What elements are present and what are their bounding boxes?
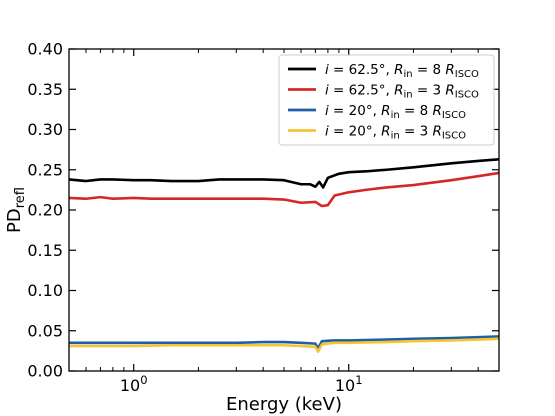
- y-tick-label: 0.20: [27, 201, 63, 220]
- series-layer: [68, 157, 500, 353]
- legend-label-4: i = 20°, Rin = 3 RISCO: [325, 124, 466, 142]
- series-line-4: [69, 337, 500, 353]
- y-tick-label: 0.35: [27, 80, 63, 99]
- legend-label-2: i = 62.5°, Rin = 3 RISCO: [325, 83, 479, 101]
- series-line-3: [69, 335, 500, 350]
- legend-label-3: i = 20°, Rin = 8 RISCO: [325, 103, 466, 121]
- y-tick-label: 0.40: [27, 40, 63, 59]
- y-axis-label: PDrefl: [4, 187, 28, 233]
- y-tick-label: 0.30: [27, 120, 63, 139]
- x-axis-label: Energy (keV): [226, 394, 342, 415]
- y-tick-label: 0.10: [27, 281, 63, 300]
- y-tick-label: 0.25: [27, 160, 63, 179]
- legend-box: [278, 54, 495, 146]
- y-axis-label-sub: refl: [13, 187, 28, 208]
- legend: i = 62.5°, Rin = 8 RISCO i = 62.5°, Rin =…: [278, 54, 495, 146]
- legend-label-1: i = 62.5°, Rin = 8 RISCO: [325, 62, 479, 80]
- x-tick-label: 100: [120, 373, 148, 395]
- series-line-2: [68, 171, 500, 208]
- y-tick-label: 0.15: [27, 241, 63, 260]
- ticks-layer: 0.00 0.05 0.10 0.15 0.20 0.25 0.30 0.35 0.40 100 1…: [27, 40, 500, 395]
- y-tick-label: 0.05: [27, 321, 63, 340]
- x-tick-label: 101: [335, 373, 363, 395]
- y-tick-label: 0.00: [27, 362, 63, 381]
- series-line-1: [68, 157, 500, 189]
- y-axis-label-main: PD: [4, 208, 25, 233]
